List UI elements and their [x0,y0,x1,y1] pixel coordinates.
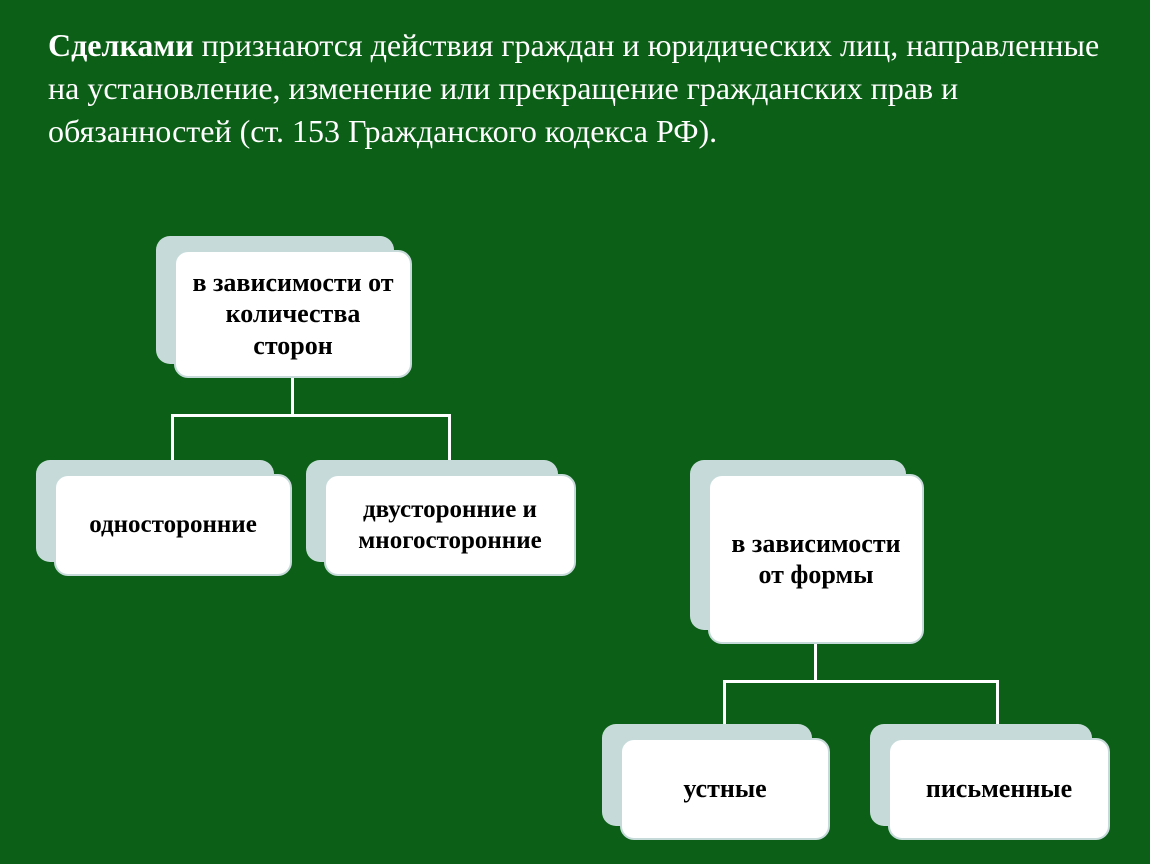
tree1-child0-box: односторонние [54,474,292,576]
tree1-child0-label: односторонние [89,509,257,540]
tree2-root-label: в зависимости от формы [724,528,908,590]
tree2-child0-label: устные [683,773,766,804]
heading-bold-word: Сделками [48,27,194,63]
tree2-child1-label: письменные [926,773,1072,804]
tree1-conn-root-stem [291,378,294,414]
tree2-child0-box: устные [620,738,830,840]
heading-text: Сделками признаются действия граждан и ю… [48,24,1120,154]
tree2-child1-box: письменные [888,738,1110,840]
heading-rest: признаются действия граждан и юридически… [48,27,1099,149]
tree1-root-label: в зависимости от количества сторон [190,267,396,361]
tree1-child1-label: двусторонние и многосторонние [340,494,560,557]
tree2-root-box: в зависимости от формы [708,474,924,644]
tree2-conn-hbar [723,680,998,683]
tree1-conn-hbar [171,414,451,417]
tree2-conn-root-stem [814,644,817,680]
tree1-root-box: в зависимости от количества сторон [174,250,412,378]
tree1-child1-box: двусторонние и многосторонние [324,474,576,576]
diagram-canvas: в зависимости от количества сторон однос… [0,230,1150,864]
